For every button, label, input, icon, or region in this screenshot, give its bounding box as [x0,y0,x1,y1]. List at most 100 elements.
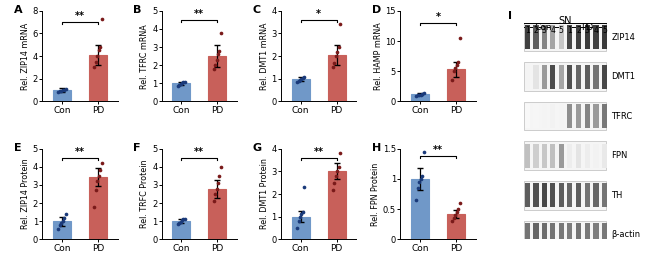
Point [330,180,340,185]
FancyBboxPatch shape [558,183,564,207]
FancyBboxPatch shape [541,25,547,49]
Text: TH: TH [611,191,623,200]
Y-axis label: Rel. ZIP14 mRNA: Rel. ZIP14 mRNA [21,23,30,90]
FancyBboxPatch shape [525,221,606,249]
Point [294,215,305,219]
Text: G: G [252,143,261,153]
Point [174,221,185,225]
Point [94,48,104,53]
FancyBboxPatch shape [567,144,573,168]
Point [176,220,186,224]
Point [419,150,429,154]
Point [59,88,70,92]
Text: 1: 1 [567,26,572,35]
Bar [328,55,346,101]
Text: *: * [436,12,441,22]
Text: Con: Con [535,23,552,32]
Point [172,222,183,226]
Point [55,223,65,227]
Point [53,226,64,231]
Point [174,83,185,87]
FancyBboxPatch shape [550,104,555,128]
Point [417,174,427,178]
Point [214,48,225,53]
Point [411,198,422,202]
FancyBboxPatch shape [541,65,547,89]
Point [299,185,309,189]
Point [413,186,423,190]
Text: **: ** [314,147,324,157]
Point [335,151,345,155]
FancyBboxPatch shape [567,65,573,89]
FancyBboxPatch shape [541,104,547,128]
FancyBboxPatch shape [602,25,607,49]
FancyBboxPatch shape [525,102,606,130]
FancyBboxPatch shape [525,23,606,51]
Bar [172,221,190,239]
Text: 5: 5 [559,26,564,35]
FancyBboxPatch shape [576,183,581,207]
Point [328,65,338,70]
FancyBboxPatch shape [533,104,539,128]
Text: E: E [14,143,21,153]
FancyBboxPatch shape [567,25,573,49]
FancyBboxPatch shape [593,104,599,128]
Point [92,179,103,183]
Bar [89,177,107,239]
FancyBboxPatch shape [525,141,606,170]
Point [332,49,343,54]
FancyBboxPatch shape [558,65,564,89]
FancyBboxPatch shape [525,181,606,210]
Y-axis label: Rel. FPN Protein: Rel. FPN Protein [371,162,380,226]
Point [213,181,223,185]
Point [213,52,223,56]
Bar [447,69,465,101]
FancyBboxPatch shape [558,104,564,128]
Point [298,76,308,80]
Text: B: B [133,5,141,15]
Text: ZIP14: ZIP14 [611,33,635,41]
Point [292,80,302,84]
Text: C: C [252,5,261,15]
Point [60,87,71,91]
Point [92,54,103,58]
Text: 4: 4 [551,26,555,35]
Point [299,75,309,79]
Point [413,93,423,98]
FancyBboxPatch shape [593,223,599,247]
Point [95,168,105,173]
FancyBboxPatch shape [576,65,581,89]
Point [210,63,220,67]
Point [450,66,460,70]
Point [209,199,219,203]
Point [57,219,68,224]
Point [89,205,99,209]
Point [55,89,65,93]
Point [177,81,187,86]
Point [414,93,424,97]
Point [330,61,340,65]
Point [176,82,186,86]
Point [59,215,70,220]
Bar [208,189,226,239]
Point [96,17,107,21]
FancyBboxPatch shape [567,223,573,247]
Point [177,218,187,222]
Text: **: ** [75,11,85,21]
Point [453,207,463,211]
FancyBboxPatch shape [576,25,581,49]
Text: *: * [316,9,321,19]
Point [328,187,338,192]
Bar [411,94,429,101]
Point [180,216,190,221]
FancyBboxPatch shape [576,144,581,168]
FancyBboxPatch shape [558,144,564,168]
Text: 3: 3 [542,26,547,35]
Point [454,36,465,40]
Text: **: ** [194,147,204,157]
FancyBboxPatch shape [558,25,564,49]
Point [333,45,344,49]
Bar [447,214,465,239]
Point [89,65,99,70]
Point [210,192,220,196]
